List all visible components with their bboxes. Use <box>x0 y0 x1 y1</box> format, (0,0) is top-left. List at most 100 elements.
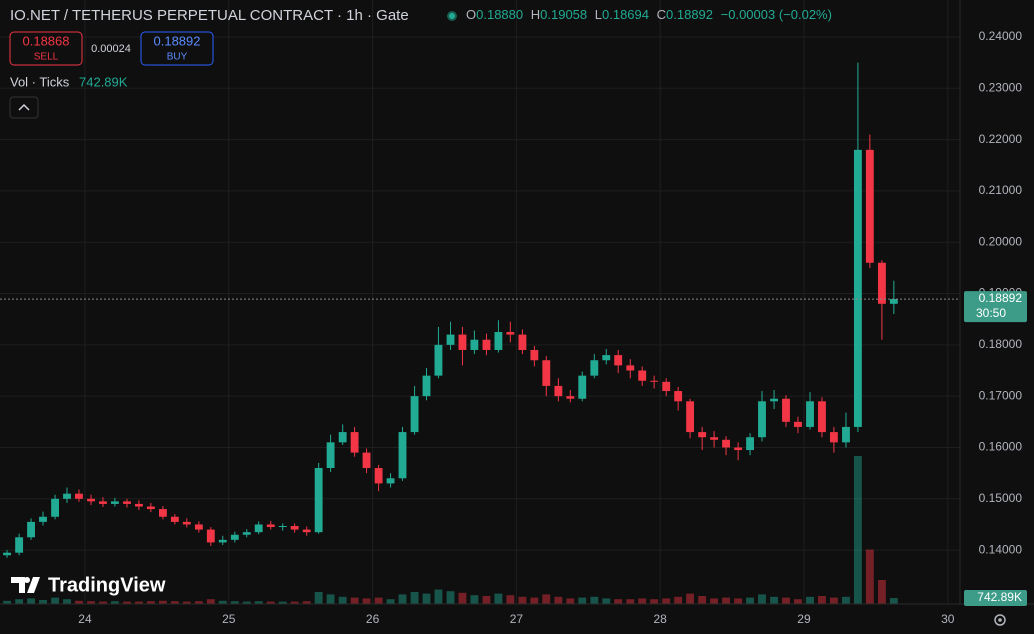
x-tick-label: 26 <box>366 612 380 626</box>
volume-bar <box>302 601 311 604</box>
collapse-button[interactable] <box>9 96 39 119</box>
sell-price[interactable]: 0.18868 <box>23 33 70 48</box>
volume-bar <box>206 599 215 604</box>
x-tick-label: 24 <box>78 612 92 626</box>
candle-body <box>758 401 766 438</box>
volume-bar <box>494 593 503 604</box>
volume-bar <box>470 595 479 604</box>
volume-bar <box>278 601 287 604</box>
candle-body <box>302 529 311 533</box>
candle-body <box>494 332 503 350</box>
candle-body <box>710 437 719 440</box>
volume-bar <box>650 599 659 604</box>
volume-bar <box>39 600 47 604</box>
volume-bar <box>829 597 838 604</box>
y-tick-label: 0.24000 <box>979 29 1023 43</box>
volume-bar <box>326 594 335 604</box>
buy-button-box[interactable] <box>140 31 214 66</box>
sell-button[interactable]: 0.18868 SELL <box>9 31 83 66</box>
candle-body <box>877 262 886 304</box>
candle-body <box>63 493 71 499</box>
y-tick-label: 0.18000 <box>979 337 1023 351</box>
ohlc-value: 0.19058 <box>540 7 587 22</box>
x-tick-label: 28 <box>654 612 668 626</box>
volume-bar <box>75 600 83 604</box>
candle-body <box>506 332 515 335</box>
volume-bar <box>590 596 599 604</box>
volume-tag <box>964 590 1027 607</box>
collapse-button-box[interactable] <box>9 96 39 119</box>
volume-bar <box>853 456 862 604</box>
y-tick-label: 0.17000 <box>979 388 1023 402</box>
candle-body <box>518 334 527 350</box>
sell-label[interactable]: SELL <box>34 52 59 63</box>
y-tick-label: 0.16000 <box>979 440 1023 454</box>
y-tick-label: 0.20000 <box>979 234 1023 248</box>
candle-body <box>266 524 275 528</box>
candle-body <box>290 525 299 530</box>
volume-bar <box>530 597 539 604</box>
status-dot-core <box>449 13 455 19</box>
volume-bar <box>146 601 155 604</box>
candle-body <box>230 534 239 540</box>
settings-button[interactable] <box>994 614 1006 626</box>
candle-body <box>99 501 107 504</box>
buy-price[interactable]: 0.18892 <box>154 33 201 48</box>
candle-body <box>662 381 671 392</box>
candle-body <box>889 299 898 304</box>
volume-bar <box>254 601 263 604</box>
candle-body <box>770 398 778 402</box>
volume-title: Vol · Ticks <box>10 74 70 89</box>
logo-icon <box>11 577 40 593</box>
volume-bar <box>554 596 563 604</box>
candle-body <box>218 539 227 543</box>
ohlc-key: C <box>657 7 666 22</box>
candle-body <box>542 360 551 386</box>
volume-bar <box>170 601 179 604</box>
volume-bar <box>15 599 24 604</box>
chevron-icon[interactable] <box>18 103 30 111</box>
settings-icon-core[interactable] <box>998 618 1002 622</box>
candle-body <box>626 365 635 371</box>
volume-bar <box>877 580 886 604</box>
candle-body <box>650 380 659 382</box>
volume-bar <box>506 595 515 604</box>
candle-body <box>75 493 83 499</box>
volume-bar <box>518 596 527 604</box>
candle-body <box>842 426 850 443</box>
volume-value: 742.89K <box>79 74 128 89</box>
candle-body <box>422 375 431 397</box>
ohlc-key: H <box>531 7 540 22</box>
candle-body <box>242 532 251 535</box>
logo-text: TradingView <box>48 574 166 596</box>
candle-body <box>590 360 599 376</box>
volume-tag-label: 742.89K <box>977 590 1022 604</box>
spread: 0.00024 <box>91 43 131 55</box>
x-tick-label: 29 <box>797 612 811 626</box>
sell-button-box[interactable] <box>9 31 83 66</box>
candle-body <box>194 524 203 530</box>
buy-button[interactable]: 0.18892 BUY <box>140 31 214 66</box>
volume-bar <box>614 599 623 604</box>
volume-bar <box>578 597 587 604</box>
countdown: 30:50 <box>976 306 1006 320</box>
candle-body <box>278 525 287 528</box>
last-price-tag <box>964 291 1027 323</box>
logo: TradingView <box>11 574 166 596</box>
candle-body <box>326 442 335 469</box>
candle-body <box>27 521 35 538</box>
candle-body <box>782 398 790 422</box>
y-tick-label: 0.21000 <box>979 183 1023 197</box>
settings-icon[interactable] <box>994 614 1006 626</box>
buy-label[interactable]: BUY <box>167 52 188 63</box>
candle-body <box>134 503 143 507</box>
volume-bar <box>218 600 227 604</box>
candle-body <box>398 432 407 479</box>
candle-body <box>470 339 479 350</box>
change: −0.00003 (−0.02%) <box>721 7 832 22</box>
volume-bar <box>542 594 551 604</box>
candle-body <box>87 498 95 502</box>
volume-bar <box>698 596 707 604</box>
